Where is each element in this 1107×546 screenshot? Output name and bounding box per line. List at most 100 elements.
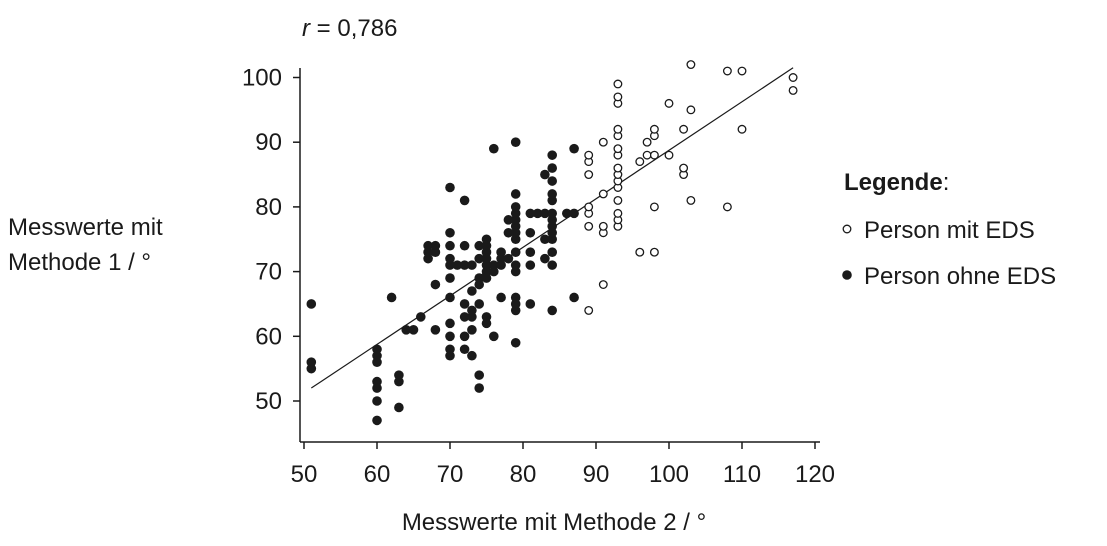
point-without-eds xyxy=(401,325,412,335)
legend: Legende: Person mit EDS Person ohne EDS xyxy=(842,169,1056,290)
point-without-eds xyxy=(423,240,433,251)
point-without-eds xyxy=(445,182,455,193)
point-without-eds xyxy=(510,260,521,270)
y-tick-label: 90 xyxy=(255,129,282,156)
x-tick-label: 80 xyxy=(510,461,537,488)
point-without-eds xyxy=(547,247,557,257)
point-with-eds xyxy=(649,124,659,134)
x-tick-label: 60 xyxy=(364,461,391,488)
point-with-eds xyxy=(642,137,652,147)
y-axis-label-line-2: Methode 1 / ° xyxy=(8,249,151,276)
y-axis-label: Messwerte mit Methode 1 / ° xyxy=(8,214,169,276)
point-with-eds xyxy=(664,98,674,108)
point-with-eds xyxy=(737,66,747,76)
point-without-eds xyxy=(474,370,485,380)
point-without-eds xyxy=(306,357,317,367)
legend-marker-open xyxy=(842,224,852,234)
legend-label-without-eds: Person ohne EDS xyxy=(864,263,1056,290)
point-without-eds xyxy=(481,234,492,245)
point-without-eds xyxy=(525,227,536,238)
point-without-eds xyxy=(467,325,477,335)
point-with-eds xyxy=(686,105,696,115)
point-without-eds xyxy=(510,202,521,212)
point-without-eds xyxy=(445,344,455,355)
point-without-eds xyxy=(503,227,514,238)
point-with-eds xyxy=(635,247,645,257)
y-ticks: 50 60 70 80 90 100 xyxy=(242,65,300,415)
point-without-eds xyxy=(532,208,543,219)
point-without-eds xyxy=(510,337,521,348)
point-with-eds xyxy=(613,92,623,102)
point-without-eds xyxy=(394,370,404,380)
point-without-eds xyxy=(474,273,485,283)
point-with-eds xyxy=(649,247,659,257)
point-with-eds xyxy=(722,202,732,212)
point-with-eds xyxy=(679,163,689,173)
point-without-eds xyxy=(394,402,404,413)
point-without-eds xyxy=(459,344,470,355)
point-with-eds xyxy=(788,73,798,82)
point-without-eds xyxy=(547,189,557,199)
point-without-eds xyxy=(372,396,382,406)
point-without-eds xyxy=(569,292,579,303)
point-without-eds xyxy=(372,376,382,387)
point-with-eds xyxy=(598,280,608,289)
point-without-eds xyxy=(547,163,557,173)
point-without-eds xyxy=(525,260,536,270)
legend-title-colon: : xyxy=(943,169,950,196)
point-without-eds xyxy=(474,253,485,264)
point-with-eds xyxy=(584,202,594,212)
x-tick-label: 70 xyxy=(437,461,464,488)
point-without-eds xyxy=(503,253,514,264)
point-without-eds xyxy=(540,169,550,180)
correlation-var: r xyxy=(302,15,311,42)
point-without-eds xyxy=(540,234,550,245)
point-without-eds xyxy=(489,260,499,270)
point-without-eds xyxy=(525,299,536,309)
x-ticks: 50 60 70 80 90 100 110 120 xyxy=(291,442,835,488)
point-without-eds xyxy=(445,331,455,342)
x-tick-label: 50 xyxy=(291,461,318,488)
point-without-eds xyxy=(489,143,499,154)
point-without-eds xyxy=(569,143,579,154)
point-without-eds xyxy=(474,299,485,309)
point-with-eds xyxy=(788,85,798,95)
point-without-eds xyxy=(445,318,455,329)
y-tick-label: 80 xyxy=(255,194,282,221)
legend-label-with-eds: Person mit EDS xyxy=(864,217,1035,244)
point-without-eds xyxy=(459,260,470,270)
point-without-eds xyxy=(474,240,485,251)
legend-title-word: Legende xyxy=(844,169,943,196)
point-without-eds xyxy=(496,292,506,303)
point-with-eds xyxy=(584,170,594,179)
x-tick-label: 100 xyxy=(649,461,689,488)
point-without-eds xyxy=(467,350,477,361)
y-tick-label: 50 xyxy=(255,388,282,415)
correlation-value: = 0,786 xyxy=(310,15,397,42)
point-with-eds xyxy=(737,124,747,134)
point-without-eds xyxy=(510,292,521,303)
point-with-eds xyxy=(686,60,696,70)
point-without-eds xyxy=(496,247,506,257)
point-without-eds xyxy=(445,240,455,251)
point-with-eds xyxy=(613,163,623,173)
point-without-eds xyxy=(547,305,557,316)
point-without-eds xyxy=(306,299,317,309)
point-with-eds xyxy=(642,150,652,160)
point-without-eds xyxy=(562,208,572,219)
point-without-eds xyxy=(372,344,382,355)
point-without-eds xyxy=(503,215,514,225)
x-axis-label: Messwerte mit Methode 2 / ° xyxy=(402,509,706,536)
point-with-eds xyxy=(613,124,623,134)
x-tick-label: 120 xyxy=(795,461,835,488)
point-without-eds xyxy=(408,325,419,335)
point-without-eds xyxy=(459,312,470,322)
point-without-eds xyxy=(474,383,485,393)
point-with-eds xyxy=(635,157,645,167)
point-without-eds xyxy=(569,208,579,219)
point-with-eds xyxy=(598,221,608,231)
point-with-eds xyxy=(649,202,659,212)
legend-title: Legende: xyxy=(844,169,949,196)
point-without-eds xyxy=(445,253,455,264)
